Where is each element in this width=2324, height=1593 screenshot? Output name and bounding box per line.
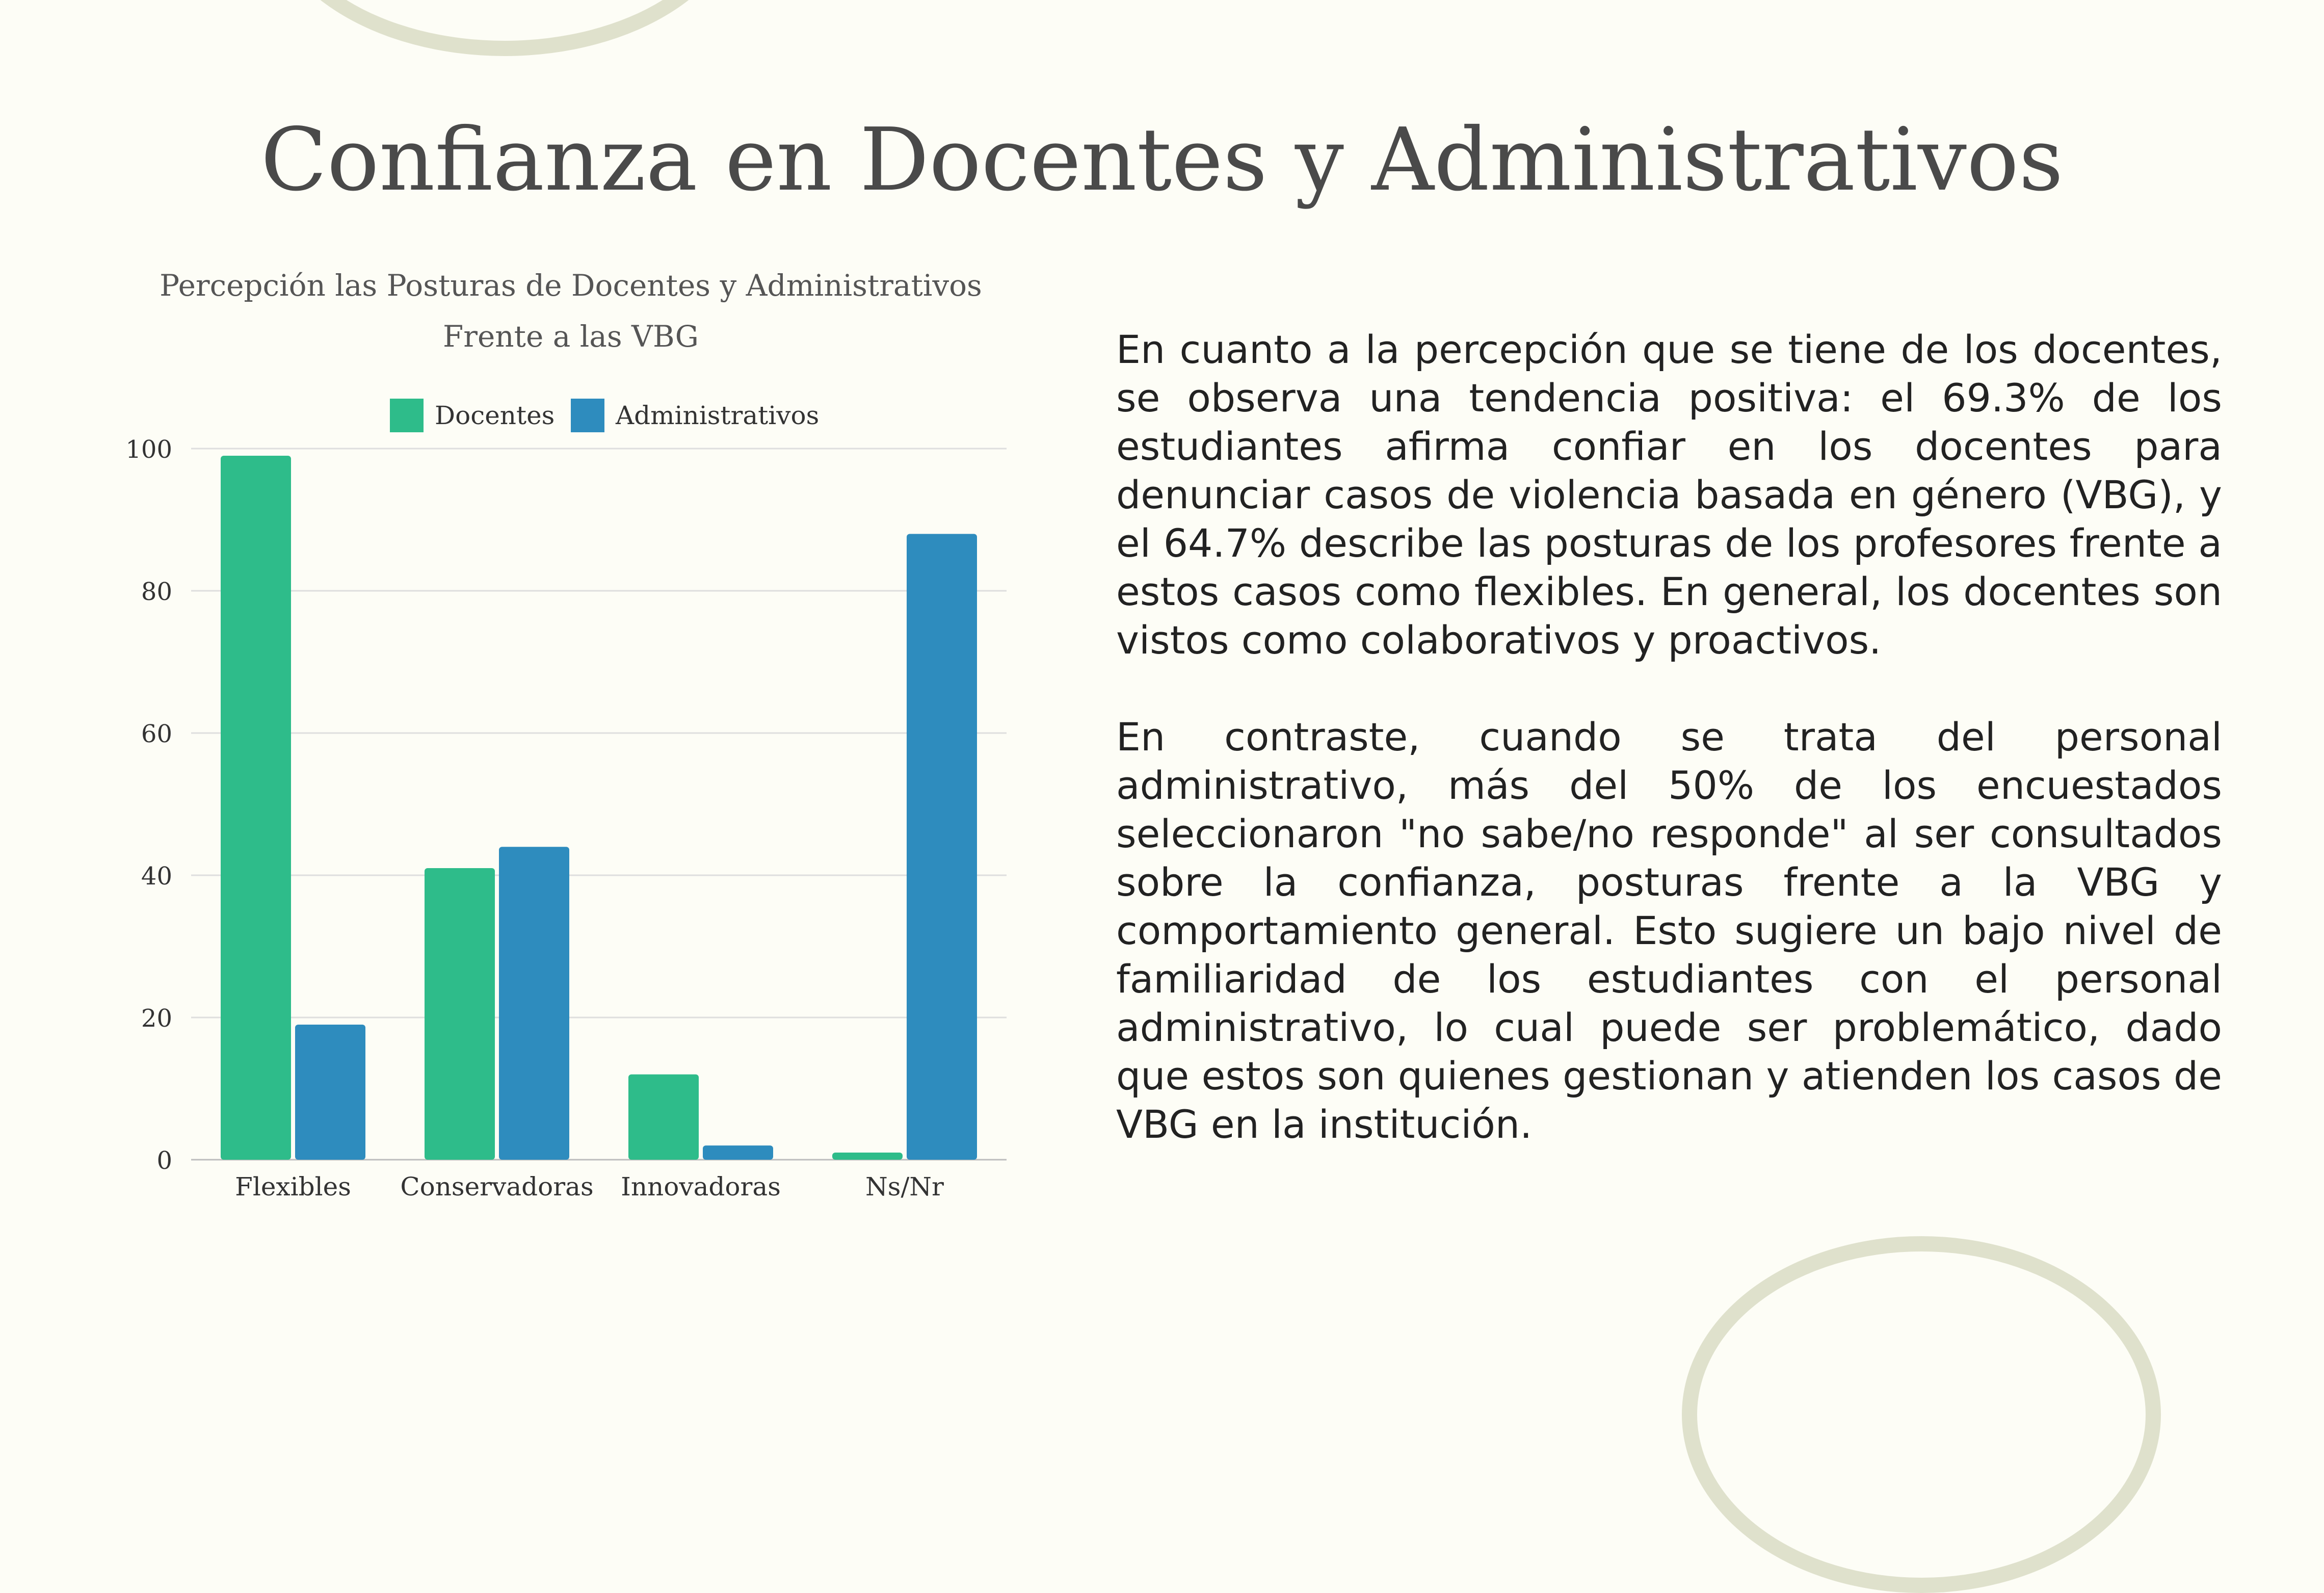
legend-swatch-administrativos [571, 399, 604, 432]
chart-title-line-2: Frente a las VBG [443, 319, 699, 354]
decorative-ring-bottom [1682, 1236, 2161, 1593]
legend-label-docentes: Docentes [435, 401, 555, 430]
legend-label-administrativos: Administrativos [616, 401, 820, 430]
y-tick-label: 0 [156, 1146, 172, 1175]
chart-title-line-1: Percepción las Posturas de Docentes y Ad… [160, 268, 982, 303]
legend-swatch-docentes [390, 399, 424, 432]
bar-docentes [221, 455, 291, 1160]
y-tick-label: 80 [141, 578, 172, 606]
x-tick-label: Conservadoras [400, 1172, 593, 1202]
chart-title: Percepción las Posturas de Docentes y Ad… [122, 260, 1019, 362]
bar-administrativos [907, 534, 977, 1160]
x-tick-label: Flexibles [235, 1172, 351, 1202]
bar-administrativos [499, 847, 569, 1160]
legend-item-docentes: Docentes [390, 398, 554, 433]
paragraph-administrativos: En contraste, cuando se trata del person… [1116, 714, 2222, 1147]
bar-docentes [425, 868, 495, 1160]
bar-docentes [628, 1074, 699, 1160]
bar-administrativos [295, 1024, 365, 1160]
chart-plot-area: 0 20 40 60 80 100 Flexibles Conservadoras Innova… [125, 435, 1007, 1202]
bar-administrativos [703, 1145, 773, 1160]
x-tick-label: Innovadoras [621, 1172, 781, 1202]
paragraph-docentes: En cuanto a la percepción que se tiene d… [1116, 327, 2222, 663]
y-tick-label: 100 [125, 435, 172, 464]
y-tick-label: 20 [141, 1004, 172, 1033]
bar-docentes [832, 1153, 903, 1160]
x-tick-label: Ns/Nr [865, 1172, 944, 1202]
text-body: En cuanto a la percepción que se tiene d… [1116, 325, 2222, 1197]
bar-chart: Percepción las Posturas de Docentes y Ad… [0, 0, 1070, 1308]
page-title: Confianza en Docentes y Administrativos [260, 110, 2064, 211]
y-tick-label: 40 [141, 862, 172, 891]
y-tick-label: 60 [141, 720, 172, 748]
legend-item-administrativos: Administrativos [571, 398, 819, 433]
